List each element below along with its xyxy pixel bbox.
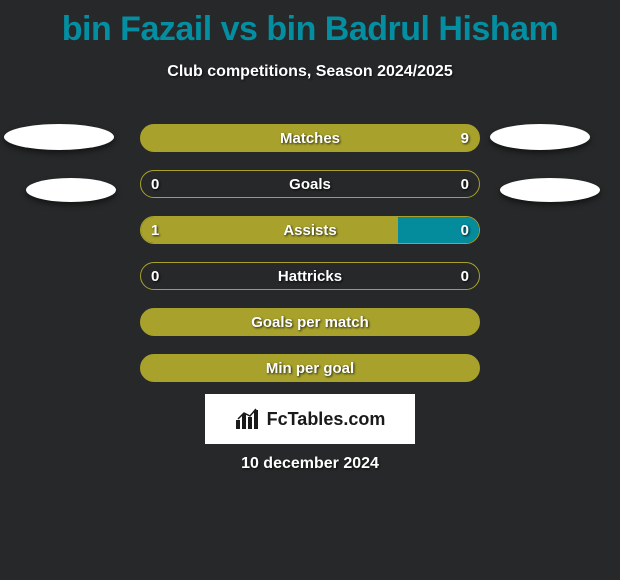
stat-row: Goals per match: [140, 308, 480, 336]
row-label: Min per goal: [141, 355, 479, 381]
fctables-logo: FcTables.com: [205, 394, 415, 444]
avatar-ellipse: [26, 178, 116, 202]
avatar-ellipse: [4, 124, 114, 150]
value-left: 1: [151, 217, 159, 243]
stat-row: 9Matches: [140, 124, 480, 152]
value-right: 0: [461, 263, 469, 289]
row-label: Goals per match: [141, 309, 479, 335]
value-right: 0: [461, 217, 469, 243]
stat-row: 0 0Goals: [140, 170, 480, 198]
subtitle: Club competitions, Season 2024/2025: [0, 63, 620, 81]
stat-row: 10Assists: [140, 216, 480, 244]
stat-row: Min per goal: [140, 354, 480, 382]
row-label: Hattricks: [141, 263, 479, 289]
row-label: Goals: [141, 171, 479, 197]
stats-rows: 9Matches00Goals10Assists00HattricksGoals…: [140, 124, 480, 400]
value-right: 0: [461, 171, 469, 197]
value-left: 0: [151, 263, 159, 289]
row-label: Matches: [141, 125, 479, 151]
avatar-ellipse: [500, 178, 600, 202]
fill-left: [141, 217, 398, 243]
stat-row: 0 0Hattricks: [140, 262, 480, 290]
date-text: 10 december 2024: [0, 455, 620, 473]
value-right: 9: [461, 125, 469, 151]
page-title: bin Fazail vs bin Badrul Hisham: [0, 0, 620, 49]
avatar-ellipse: [490, 124, 590, 150]
bars-icon: [235, 408, 261, 430]
logo-text: FcTables.com: [267, 409, 386, 430]
value-left: 0: [151, 171, 159, 197]
